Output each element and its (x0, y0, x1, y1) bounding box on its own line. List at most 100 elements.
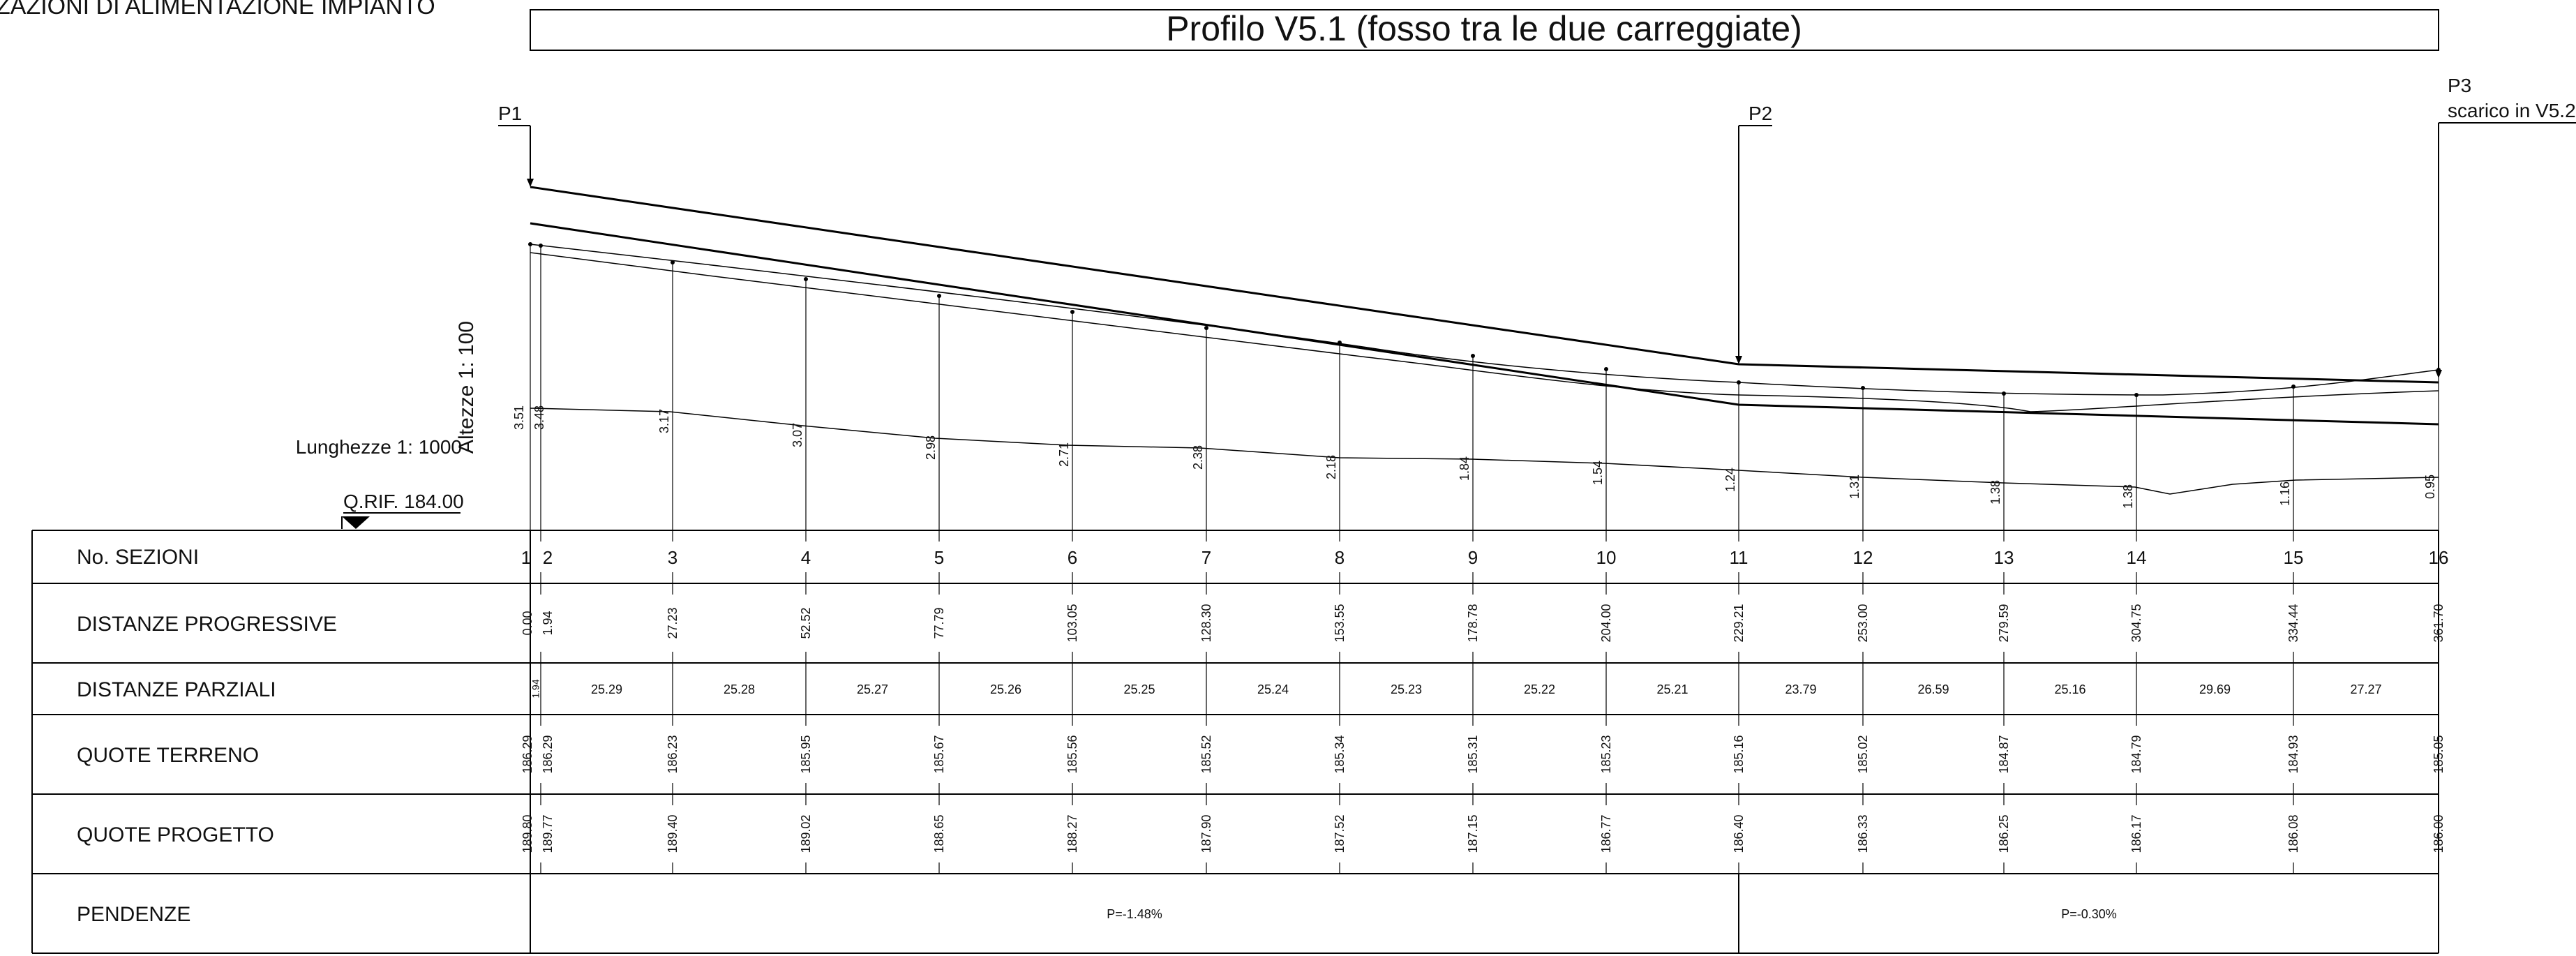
horizontal-scale-label: Lunghezze 1: 1000 (296, 436, 462, 458)
depth-label: 1.38 (1989, 480, 2002, 505)
depth-label: 3.51 (512, 405, 526, 430)
progressive-distance-value: 153.55 (1333, 604, 1347, 642)
depth-label: 1.16 (2278, 481, 2292, 506)
design-elevation-value: 186.33 (1856, 814, 1870, 853)
design-elevation-value: 186.17 (2129, 814, 2143, 853)
p2-arrow-icon (1735, 356, 1742, 364)
depth-label: 2.18 (1324, 455, 1338, 479)
design-elevation-value: 186.40 (1732, 814, 1746, 853)
point-p3-label: P3 (2448, 75, 2471, 96)
design-elevation-value: 189.40 (666, 814, 680, 853)
slope-label-1: P=-1.48% (1107, 907, 1162, 921)
terrain-elevation-value: 185.56 (1065, 735, 1079, 773)
partial-distance-value: 23.79 (1785, 682, 1816, 696)
section-marks: 3.51 1 0.00 186.29 189.80 3.48 2 1.94 186.29 189.… (512, 242, 2448, 874)
row-label-pendenze: PENDENZE (77, 903, 190, 926)
grade-point (2291, 384, 2296, 389)
terrain-elevation-value: 185.05 (2432, 735, 2446, 773)
design-elevation-value: 186.08 (2286, 814, 2300, 853)
terrain-elevation-value: 186.29 (521, 735, 534, 773)
terrain-elevation-value: 186.23 (666, 735, 680, 773)
partial-distance-value: 25.24 (1257, 682, 1289, 696)
section-number: 8 (1335, 547, 1345, 568)
progressive-distance-value: 27.23 (666, 607, 680, 638)
pipe-line (530, 222, 2439, 426)
progressive-distance-value: 253.00 (1856, 604, 1870, 642)
section-number: 13 (1994, 547, 2014, 568)
partial-distance-value: 25.22 (1524, 682, 1555, 696)
section-number: 5 (934, 547, 944, 568)
point-p2-marker: P2 (1735, 103, 1772, 364)
depth-label: 1.54 (1591, 461, 1605, 485)
design-elevation-value: 186.00 (2432, 814, 2446, 853)
section-number: 1 (521, 547, 531, 568)
progressive-distance-value: 128.30 (1199, 604, 1213, 642)
grade-point (528, 242, 532, 246)
section-number: 12 (1853, 547, 1873, 568)
ground-line (530, 408, 2439, 495)
point-p3-marker: P3 scarico in V5.2- (2435, 75, 2576, 378)
partial-distance-value: 25.16 (2054, 682, 2085, 696)
design-elevation-value: 189.02 (799, 814, 813, 853)
design-elevation-value: 187.15 (1466, 814, 1480, 853)
depth-label: 1.31 (1848, 475, 1862, 499)
design-elevation-value: 188.65 (932, 814, 946, 853)
depth-label: 2.71 (1057, 442, 1071, 467)
partial-distance-value: 1.94 (530, 679, 541, 698)
row-label-terreno: QUOTE TERRENO (77, 744, 259, 767)
grade-point (1737, 380, 1741, 384)
partial-distance-value: 25.28 (724, 682, 755, 696)
upper-design-line (530, 186, 2439, 384)
point-p1-marker: P1 (498, 103, 534, 187)
partial-distance-value: 29.69 (2199, 682, 2231, 696)
slope-label-2: P=-0.30% (2061, 907, 2117, 921)
depth-label: 1.24 (1723, 468, 1737, 492)
terrain-elevation-value: 185.31 (1466, 735, 1480, 773)
terrain-elevation-value: 184.87 (1997, 735, 2011, 773)
progressive-distance-value: 334.44 (2286, 604, 2300, 642)
grade-point (1338, 341, 1342, 345)
depth-label: 2.98 (924, 435, 938, 460)
terrain-elevation-value: 185.02 (1856, 735, 1870, 773)
design-elevation-value: 188.27 (1065, 814, 1079, 853)
section-number: 11 (1730, 547, 1748, 568)
progressive-distance-value: 1.94 (541, 611, 555, 635)
grade-point (671, 260, 675, 264)
grade-point (1204, 326, 1208, 330)
terrain-elevation-value: 186.29 (541, 735, 555, 773)
progressive-distance-value: 279.59 (1997, 604, 2011, 642)
vertical-scale-label: Altezze 1: 100 (455, 321, 478, 454)
partial-distance-value: 27.27 (2350, 682, 2381, 696)
grade-point (1604, 367, 1608, 371)
title-box (530, 9, 2439, 51)
terrain-elevation-value: 185.34 (1333, 735, 1347, 773)
section-number: 2 (543, 547, 553, 568)
grade-point (804, 277, 808, 281)
design-elevation-value: 186.25 (1997, 814, 2011, 853)
progressive-distance-value: 77.79 (932, 607, 946, 638)
row-label-progetto: QUOTE PROGETTO (77, 823, 274, 846)
partial-distance-value: 25.21 (1656, 682, 1688, 696)
design-grade-line (530, 244, 2439, 396)
terrain-elevation-value: 184.79 (2129, 735, 2143, 773)
row-label-parziali: DISTANZE PARZIALI (77, 678, 276, 701)
section-number: 16 (2429, 547, 2449, 568)
depth-label: 3.17 (657, 409, 671, 433)
section-number: 7 (1201, 547, 1211, 568)
design-elevation-value: 187.52 (1333, 814, 1347, 853)
profile-table: No. SEZIONI DISTANZE PROGRESSIVE DISTANZ… (31, 530, 2439, 954)
profile-title: Profilo V5.1 (fosso tra le due carreggia… (1166, 9, 1802, 48)
reference-level-label: Q.RIF. 184.00 (343, 491, 464, 512)
partial-distance-value: 25.26 (990, 682, 1021, 696)
grade-point (539, 244, 543, 248)
design-elevation-value: 186.77 (1599, 814, 1613, 853)
terrain-elevation-value: 185.16 (1732, 735, 1746, 773)
design-elevation-value: 187.90 (1199, 814, 1213, 853)
partial-distance-value: 25.29 (591, 682, 622, 696)
design-elevation-value: 189.77 (541, 814, 555, 853)
section-number: 10 (1596, 547, 1617, 568)
grade-point (1471, 354, 1475, 358)
depth-label: 1.38 (2121, 484, 2135, 509)
design-elevation-value: 189.80 (521, 814, 534, 853)
